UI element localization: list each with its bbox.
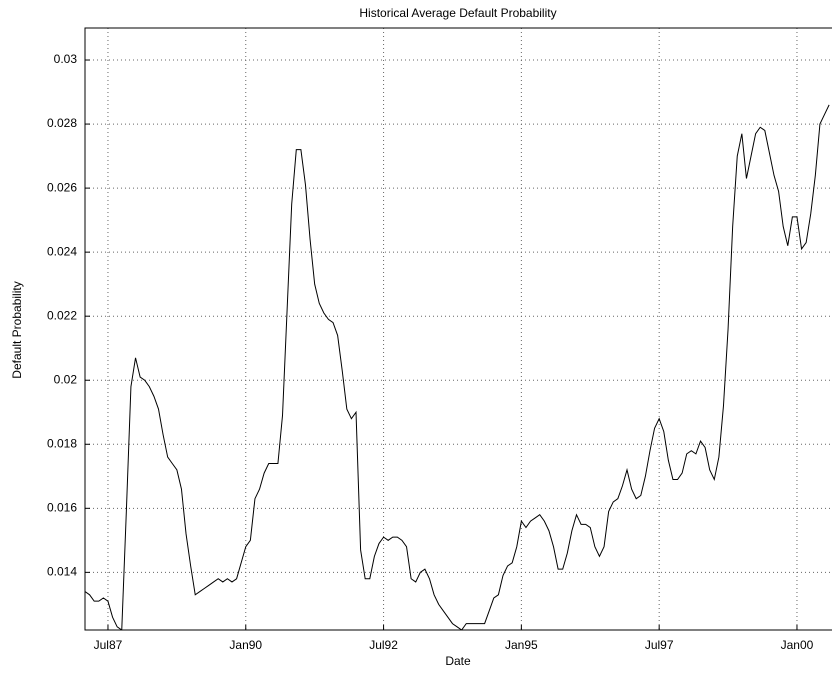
y-tick-label: 0.022	[47, 308, 77, 322]
y-tick-label: 0.016	[47, 500, 77, 514]
y-tick-label: 0.026	[47, 180, 77, 194]
x-tick-label: Jul92	[369, 638, 398, 652]
y-tick-label: 0.024	[47, 244, 77, 258]
y-tick-label: 0.014	[47, 565, 77, 579]
y-axis-label: Default Probability	[10, 281, 24, 378]
x-axis-label: Date	[445, 654, 471, 668]
x-tick-label: Jul97	[645, 638, 674, 652]
chart-title: Historical Average Default Probability	[359, 6, 556, 20]
x-tick-label: Jan00	[781, 638, 814, 652]
x-tick-label: Jul87	[94, 638, 123, 652]
y-tick-label: 0.02	[54, 372, 78, 386]
x-tick-label: Jan90	[229, 638, 262, 652]
plot-frame	[84, 27, 832, 631]
data-line	[85, 104, 830, 630]
x-tick-label: Jan95	[505, 638, 538, 652]
y-tick-label: 0.03	[54, 52, 78, 66]
y-tick-label: 0.018	[47, 436, 77, 450]
y-tick-label: 0.028	[47, 116, 77, 130]
